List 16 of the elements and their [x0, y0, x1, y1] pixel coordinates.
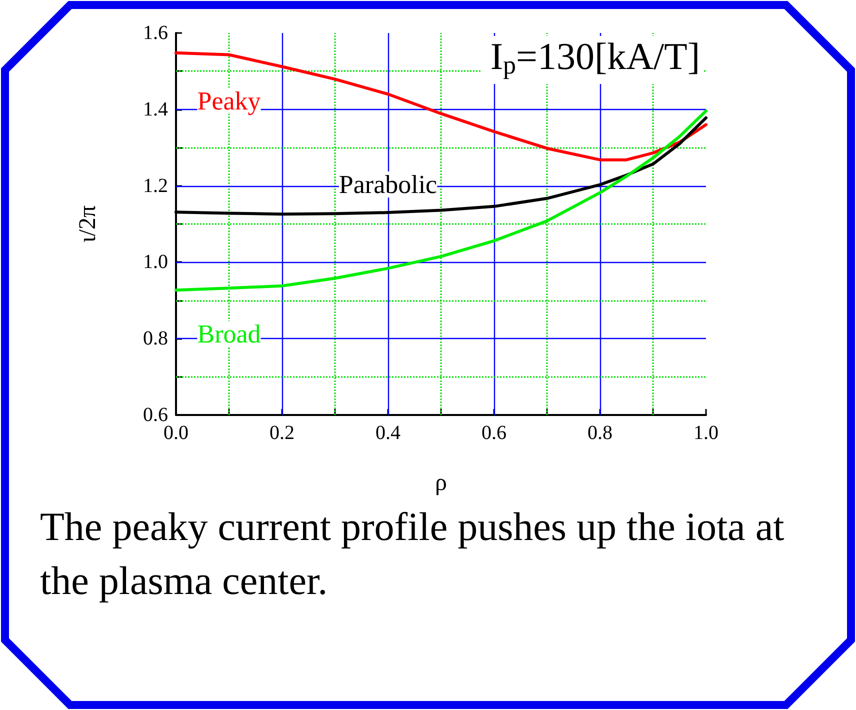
y-tick-label: 1.0 — [143, 251, 168, 274]
x-axis-title: ρ — [435, 470, 447, 496]
y-tick-label: 1.6 — [143, 22, 168, 44]
y-tick-label: 1.4 — [143, 98, 168, 120]
text: The peaky current profile pushes up the iota at the plasma center. — [40, 503, 786, 605]
series-label: Parabolic — [338, 170, 438, 200]
x-tick-label: 0.8 — [588, 422, 612, 444]
y-tick-label: 1.2 — [143, 174, 168, 197]
series-label: Broad — [197, 320, 261, 349]
x-tick-label: 0.2 — [270, 422, 294, 444]
x-tick-label: 0.6 — [482, 422, 506, 444]
y-axis-title: ι/2π — [75, 205, 101, 243]
x-tick-label: 1.0 — [694, 422, 718, 444]
series-label: Peaky — [197, 86, 261, 116]
x-tick-label: 0.4 — [376, 422, 400, 444]
y-tick-label: 0.8 — [143, 328, 168, 350]
